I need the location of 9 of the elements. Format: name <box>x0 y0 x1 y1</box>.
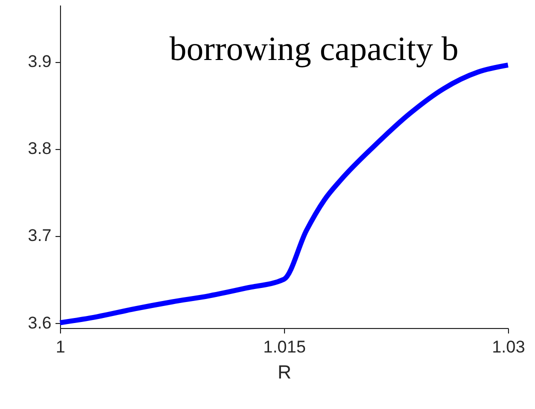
y-tick-label: 3.6 <box>28 313 52 332</box>
y-tick-label: 3.9 <box>28 52 52 72</box>
x-tick-label: 1.03 <box>492 338 526 356</box>
text: borrowing capacity b <box>170 31 458 68</box>
y-tick-label: 3.8 <box>28 139 52 158</box>
x-tick-label: 1.015 <box>263 338 306 356</box>
y-tick-label: 3.7 <box>28 226 52 246</box>
x-tick-label: 1 <box>56 338 66 356</box>
x-axis-title: R <box>278 362 292 384</box>
